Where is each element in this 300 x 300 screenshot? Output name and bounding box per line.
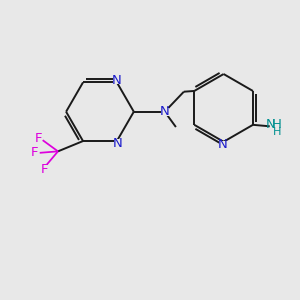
Text: F: F bbox=[31, 146, 38, 159]
Text: F: F bbox=[34, 132, 42, 145]
Text: H: H bbox=[272, 118, 282, 131]
Text: N: N bbox=[160, 105, 169, 118]
Text: N: N bbox=[113, 136, 123, 150]
Text: N: N bbox=[266, 118, 275, 131]
FancyBboxPatch shape bbox=[219, 141, 227, 149]
FancyBboxPatch shape bbox=[160, 108, 169, 116]
FancyBboxPatch shape bbox=[113, 76, 121, 85]
Text: H: H bbox=[273, 127, 281, 136]
Text: F: F bbox=[41, 164, 48, 176]
FancyBboxPatch shape bbox=[114, 139, 122, 147]
Text: N: N bbox=[112, 74, 122, 87]
Text: N: N bbox=[218, 138, 228, 151]
